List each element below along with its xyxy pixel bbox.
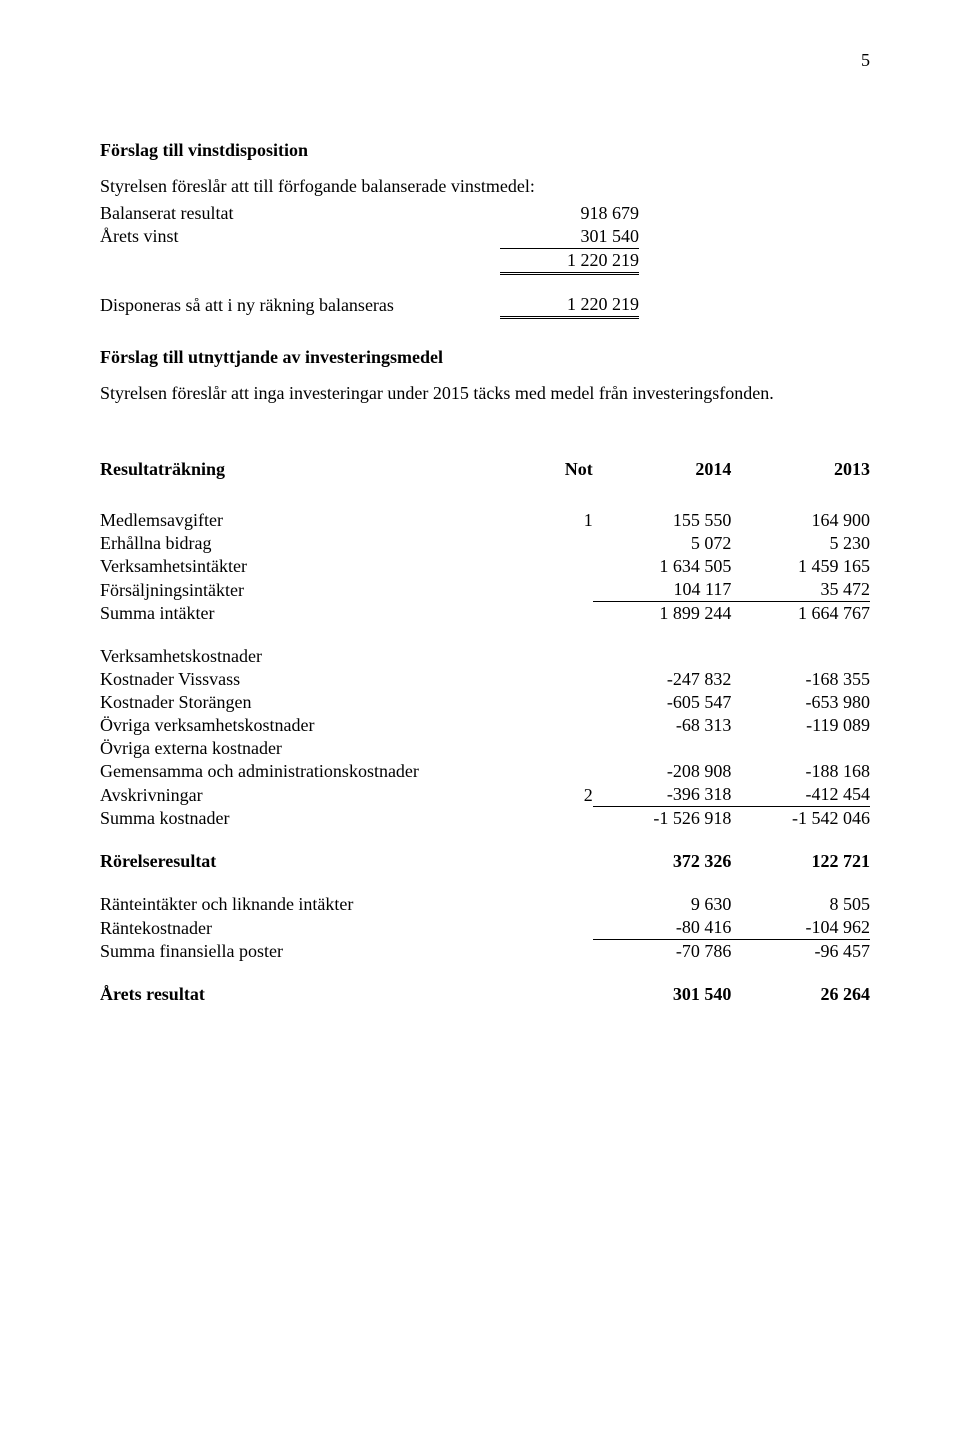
disponeras-table: Disponeras så att i ny räkning balansera…	[100, 293, 870, 319]
rorelseresultat-label: Rörelseresultat	[100, 850, 524, 873]
medlemsavgifter-2014: 155 550	[593, 509, 732, 532]
arets-resultat-label: Årets resultat	[100, 983, 524, 1006]
verksamhetsintakter-2014: 1 634 505	[593, 555, 732, 578]
kostnader-storangen-2014: -605 547	[593, 691, 732, 714]
table-row: 1 220 219	[100, 248, 870, 273]
erhallna-bidrag-2013: 5 230	[731, 532, 870, 555]
table-row: Ränteintäkter och liknande intäkter 9 63…	[100, 893, 870, 916]
summa-intakter-2013: 1 664 767	[731, 602, 870, 626]
verksamhetsintakter-label: Verksamhetsintäkter	[100, 555, 524, 578]
rantekostnader-2014: -80 416	[593, 916, 732, 940]
table-row: Balanserat resultat 918 679	[100, 202, 870, 225]
table-row: Gemensamma och administrationskostnader …	[100, 760, 870, 783]
summa-finansiella-2014: -70 786	[593, 940, 732, 964]
ovriga-verksamhetskostnader-label: Övriga verksamhetskostnader	[100, 714, 524, 737]
result-title: Resultaträkning	[100, 458, 524, 481]
col-2014: 2014	[593, 458, 732, 481]
verksamhetskostnader-header: Verksamhetskostnader	[100, 645, 524, 668]
avskrivningar-label: Avskrivningar	[100, 783, 524, 807]
avskrivningar-2013: -412 454	[731, 783, 870, 807]
vinstdisposition-table: Balanserat resultat 918 679 Årets vinst …	[100, 202, 870, 275]
table-row: Årets resultat 301 540 26 264	[100, 983, 870, 1006]
arets-resultat-2013: 26 264	[731, 983, 870, 1006]
table-row: Övriga verksamhetskostnader -68 313 -119…	[100, 714, 870, 737]
rantekostnader-2013: -104 962	[731, 916, 870, 940]
disponeras-value: 1 220 219	[500, 293, 639, 318]
table-row: Erhållna bidrag 5 072 5 230	[100, 532, 870, 555]
rorelseresultat-2013: 122 721	[731, 850, 870, 873]
erhallna-bidrag-label: Erhållna bidrag	[100, 532, 524, 555]
medlemsavgifter-2013: 164 900	[731, 509, 870, 532]
balanserat-label: Balanserat resultat	[100, 202, 500, 225]
summa-finansiella-label: Summa finansiella poster	[100, 940, 524, 964]
table-row: Summa intäkter 1 899 244 1 664 767	[100, 602, 870, 626]
summa-kostnader-2013: -1 542 046	[731, 807, 870, 831]
ranteintakter-2013: 8 505	[731, 893, 870, 916]
arets-vinst-value: 301 540	[500, 225, 639, 249]
disponeras-label: Disponeras så att i ny räkning balansera…	[100, 293, 500, 318]
section1-intro: Styrelsen föreslår att till förfogande b…	[100, 175, 870, 198]
balanserat-value: 918 679	[500, 202, 639, 225]
erhallna-bidrag-2014: 5 072	[593, 532, 732, 555]
forsaljningsintakter-2014: 104 117	[593, 578, 732, 602]
medlemsavgifter-not: 1	[524, 509, 593, 532]
table-header: Resultaträkning Not 2014 2013	[100, 458, 870, 481]
summa-finansiella-2013: -96 457	[731, 940, 870, 964]
table-row: Summa kostnader -1 526 918 -1 542 046	[100, 807, 870, 831]
table-row: Försäljningsintäkter 104 117 35 472	[100, 578, 870, 602]
table-row: Årets vinst 301 540	[100, 225, 870, 249]
kostnader-storangen-2013: -653 980	[731, 691, 870, 714]
table-row: Räntekostnader -80 416 -104 962	[100, 916, 870, 940]
section1-title: Förslag till vinstdisposition	[100, 140, 870, 161]
verksamhetsintakter-2013: 1 459 165	[731, 555, 870, 578]
ovriga-verksamhetskostnader-2013: -119 089	[731, 714, 870, 737]
table-row: Verksamhetsintäkter 1 634 505 1 459 165	[100, 555, 870, 578]
kostnader-vissvass-2014: -247 832	[593, 668, 732, 691]
table-row: Verksamhetskostnader	[100, 645, 870, 668]
gemensamma-2014: -208 908	[593, 760, 732, 783]
section2-title: Förslag till utnyttjande av investerings…	[100, 347, 870, 368]
ranteintakter-2014: 9 630	[593, 893, 732, 916]
document-page: 5 Förslag till vinstdisposition Styrelse…	[0, 0, 960, 1438]
summa-kostnader-2014: -1 526 918	[593, 807, 732, 831]
ovriga-verksamhetskostnader-2014: -68 313	[593, 714, 732, 737]
table-row: Disponeras så att i ny räkning balansera…	[100, 293, 870, 318]
avskrivningar-2014: -396 318	[593, 783, 732, 807]
summa-kostnader-label: Summa kostnader	[100, 807, 524, 831]
table-row: Summa finansiella poster -70 786 -96 457	[100, 940, 870, 964]
section2-body: Styrelsen föreslår att inga investeringa…	[100, 382, 870, 405]
table-row: Medlemsavgifter 1 155 550 164 900	[100, 509, 870, 532]
gemensamma-label: Gemensamma och administrationskostnader	[100, 760, 524, 783]
kostnader-vissvass-2013: -168 355	[731, 668, 870, 691]
ovriga-externa-header: Övriga externa kostnader	[100, 737, 524, 760]
table-row: Rörelseresultat 372 326 122 721	[100, 850, 870, 873]
medlemsavgifter-label: Medlemsavgifter	[100, 509, 524, 532]
table-row: Övriga externa kostnader	[100, 737, 870, 760]
rantekostnader-label: Räntekostnader	[100, 916, 524, 940]
gemensamma-2013: -188 168	[731, 760, 870, 783]
vinstdisposition-sum: 1 220 219	[500, 248, 639, 273]
kostnader-storangen-label: Kostnader Storängen	[100, 691, 524, 714]
forsaljningsintakter-2013: 35 472	[731, 578, 870, 602]
avskrivningar-not: 2	[524, 783, 593, 807]
arets-resultat-2014: 301 540	[593, 983, 732, 1006]
table-row: Kostnader Vissvass -247 832 -168 355	[100, 668, 870, 691]
arets-vinst-label: Årets vinst	[100, 225, 500, 249]
col-not: Not	[524, 458, 593, 481]
col-2013: 2013	[731, 458, 870, 481]
table-row: Avskrivningar 2 -396 318 -412 454	[100, 783, 870, 807]
summa-intakter-2014: 1 899 244	[593, 602, 732, 626]
kostnader-vissvass-label: Kostnader Vissvass	[100, 668, 524, 691]
resultatrakning-table: Resultaträkning Not 2014 2013 Medlemsavg…	[100, 458, 870, 1006]
rorelseresultat-2014: 372 326	[593, 850, 732, 873]
ranteintakter-label: Ränteintäkter och liknande intäkter	[100, 893, 524, 916]
forsaljningsintakter-label: Försäljningsintäkter	[100, 578, 524, 602]
summa-intakter-label: Summa intäkter	[100, 602, 524, 626]
table-row: Kostnader Storängen -605 547 -653 980	[100, 691, 870, 714]
page-number: 5	[861, 50, 870, 71]
